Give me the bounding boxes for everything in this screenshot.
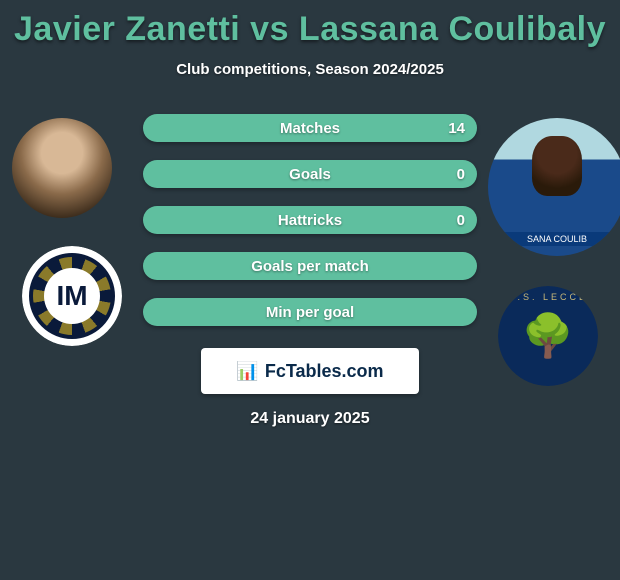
club2-ring-text: U.S. LECCE (498, 292, 598, 302)
brand-badge: 📊 FcTables.com (201, 348, 419, 394)
stat-right-value: 0 (457, 166, 465, 183)
player2-club-crest: U.S. LECCE 🌳 (498, 286, 598, 386)
stat-label: Hattricks (143, 212, 477, 229)
player2-shirt-label: SANA COULIB (488, 232, 620, 246)
club1-monogram: IM (44, 268, 100, 324)
stat-label: Matches (143, 120, 477, 137)
stat-label: Goals (143, 166, 477, 183)
stat-row-goals: Goals 0 (143, 160, 477, 188)
stats-list: Matches 14 Goals 0 Hattricks 0 Goals per… (143, 114, 477, 326)
stat-label: Goals per match (143, 258, 477, 275)
stat-row-mpg: Min per goal (143, 298, 477, 326)
comparison-card: Javier Zanetti vs Lassana Coulibaly Club… (0, 0, 620, 580)
stat-row-gpm: Goals per match (143, 252, 477, 280)
player2-avatar: SANA COULIB (488, 118, 620, 256)
stat-label: Min per goal (143, 304, 477, 321)
stat-row-hattricks: Hattricks 0 (143, 206, 477, 234)
stat-row-matches: Matches 14 (143, 114, 477, 142)
player1-avatar (12, 118, 112, 218)
subtitle: Club competitions, Season 2024/2025 (4, 61, 616, 78)
date-label: 24 january 2025 (4, 410, 616, 428)
chart-icon: 📊 (236, 361, 258, 382)
tree-icon: 🌳 (522, 315, 574, 357)
stat-right-value: 0 (457, 212, 465, 229)
content-area: SANA COULIB IM U.S. LECCE 🌳 Matches 14 (4, 114, 616, 428)
stat-right-value: 14 (448, 120, 465, 137)
brand-text: FcTables.com (265, 361, 384, 382)
player1-club-crest: IM (22, 246, 122, 346)
page-title: Javier Zanetti vs Lassana Coulibaly (4, 10, 616, 49)
